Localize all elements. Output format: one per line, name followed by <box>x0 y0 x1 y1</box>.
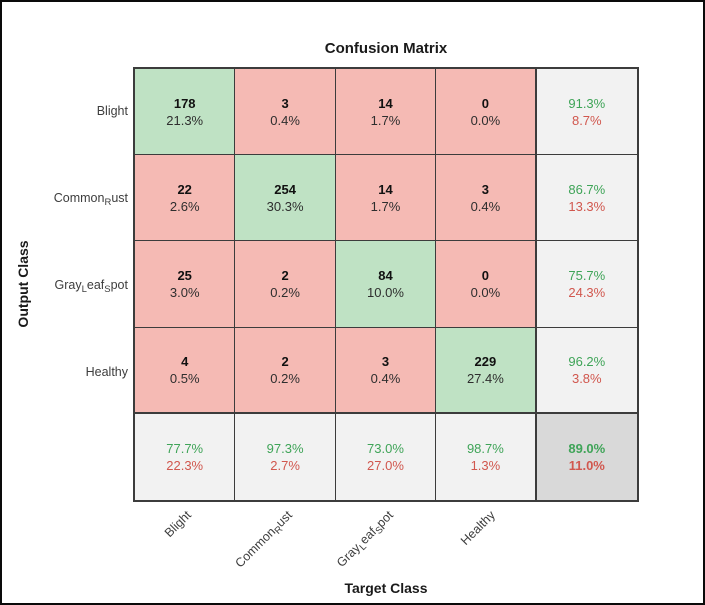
cell-count: 178 <box>173 95 196 111</box>
cell-count: 22 <box>177 181 192 197</box>
matrix-cell-Healthy-Gray_Leaf_Spot: 3 0.4% <box>335 327 437 414</box>
matrix-cell-Common_Rust-Gray_Leaf_Spot: 14 1.7% <box>335 155 437 242</box>
row-summary-cell-Common_Rust: 86.7% 13.3% <box>536 155 637 242</box>
label-subscript: L <box>81 283 87 295</box>
row-summary-cell-Gray_Leaf_Spot: 75.7% 24.3% <box>536 241 637 328</box>
summary-incorrect-percent: 27.0% <box>367 457 404 473</box>
cell-count: 0 <box>481 267 489 283</box>
summary-correct-percent: 91.3% <box>568 95 606 111</box>
summary-incorrect-percent: 22.3% <box>166 457 204 473</box>
cell-count: 2 <box>281 267 289 283</box>
label-text: ust <box>111 190 128 205</box>
matrix-cell-Blight-Blight: 178 21.3% <box>135 69 236 156</box>
row-label-Common_Rust: CommonRust <box>2 190 128 208</box>
matrix-cell-Common_Rust-Blight: 22 2.6% <box>135 155 236 242</box>
cell-percent: 3.0% <box>169 284 200 300</box>
label-text: Healthy <box>457 508 498 548</box>
matrix-cell-Gray_Leaf_Spot-Common_Rust: 2 0.2% <box>235 241 336 328</box>
cell-count: 14 <box>378 181 393 197</box>
summary-incorrect-percent: 3.8% <box>571 370 602 386</box>
cell-percent: 0.0% <box>470 112 501 128</box>
label-subscript: S <box>104 283 111 295</box>
label-text: eaf <box>86 277 105 292</box>
label-text: pot <box>110 277 128 292</box>
column-summary-cell-Healthy: 98.7% 1.3% <box>436 413 537 500</box>
summary-incorrect-percent: 8.7% <box>571 112 602 128</box>
summary-incorrect-percent: 2.7% <box>270 457 300 473</box>
chart-title: Confusion Matrix <box>324 40 448 57</box>
matrix-cell-Blight-Gray_Leaf_Spot: 14 1.7% <box>335 69 437 156</box>
row-label-Healthy: Healthy <box>2 365 128 379</box>
column-summary-cell-Gray_Leaf_Spot: 73.0% 27.0% <box>335 413 437 500</box>
matrix-cell-Gray_Leaf_Spot-Blight: 25 3.0% <box>135 241 236 328</box>
row-summary-cell-Healthy: 96.2% 3.8% <box>536 327 637 414</box>
cell-count: 3 <box>481 181 489 197</box>
label-subscript: R <box>104 196 112 208</box>
cell-percent: 27.4% <box>466 370 504 386</box>
cell-percent: 21.3% <box>166 112 204 128</box>
cell-count: 4 <box>181 353 189 369</box>
cell-count: 3 <box>381 353 390 369</box>
row-label-Blight: Blight <box>2 104 128 118</box>
row-label-Gray_Leaf_Spot: GrayLeafSpot <box>2 277 128 295</box>
summary-correct-percent: 96.2% <box>568 353 606 369</box>
matrix-cell-Gray_Leaf_Spot-Gray_Leaf_Spot: 84 10.0% <box>335 241 437 328</box>
summary-correct-percent: 97.3% <box>266 440 304 456</box>
matrix-cell-Common_Rust-Common_Rust: 254 30.3% <box>235 155 336 242</box>
label-text: Blight <box>161 508 194 541</box>
summary-correct-percent: 86.7% <box>568 181 606 197</box>
summary-correct-percent: 73.0% <box>367 440 404 456</box>
cell-count: 14 <box>378 95 393 111</box>
summary-incorrect-percent: 24.3% <box>568 284 606 300</box>
label-text: Healthy <box>85 364 128 379</box>
matrix-cell-Healthy-Blight: 4 0.5% <box>135 327 236 414</box>
cell-percent: 1.7% <box>370 112 401 128</box>
cell-count: 0 <box>481 95 489 111</box>
x-axis-label: Target Class <box>344 580 428 596</box>
overall-correct-percent: 89.0% <box>568 440 606 456</box>
summary-correct-percent: 75.7% <box>568 267 606 283</box>
cell-percent: 0.0% <box>470 284 501 300</box>
cell-count: 25 <box>177 267 192 283</box>
label-text: Common <box>231 524 278 571</box>
cell-percent: 1.7% <box>370 198 401 214</box>
cell-percent: 0.4% <box>470 198 501 214</box>
cell-count: 254 <box>274 181 296 197</box>
label-text: Gray <box>54 277 82 292</box>
matrix-cell-Healthy-Common_Rust: 2 0.2% <box>235 327 336 414</box>
cell-count: 229 <box>474 353 497 369</box>
cell-percent: 0.2% <box>270 370 300 386</box>
cell-count: 84 <box>378 267 393 283</box>
cell-count: 2 <box>281 353 289 369</box>
cell-percent: 0.4% <box>270 112 300 128</box>
matrix-cell-Blight-Common_Rust: 3 0.4% <box>235 69 336 156</box>
matrix-cell-Blight-Healthy: 0 0.0% <box>436 69 537 156</box>
summary-incorrect-percent: 13.3% <box>568 198 606 214</box>
cell-percent: 0.2% <box>270 284 300 300</box>
cell-percent: 2.6% <box>169 198 200 214</box>
matrix-cell-Healthy-Healthy: 229 27.4% <box>436 327 537 414</box>
column-summary-cell-Blight: 77.7% 22.3% <box>135 413 236 500</box>
summary-correct-percent: 77.7% <box>166 440 204 456</box>
label-text: Common <box>53 190 105 205</box>
column-summary-cell-Common_Rust: 97.3% 2.7% <box>235 413 336 500</box>
cell-percent: 30.3% <box>266 198 304 214</box>
row-summary-cell-Blight: 91.3% 8.7% <box>536 69 637 156</box>
cell-count: 3 <box>281 95 289 111</box>
overall-incorrect-percent: 11.0% <box>568 457 605 473</box>
summary-correct-percent: 98.7% <box>466 440 504 456</box>
matrix-cell-Gray_Leaf_Spot-Healthy: 0 0.0% <box>436 241 537 328</box>
summary-incorrect-percent: 1.3% <box>470 457 501 473</box>
cell-percent: 0.5% <box>169 370 200 386</box>
overall-accuracy-cell: 89.0% 11.0% <box>536 413 637 500</box>
label-text: Blight <box>96 103 128 118</box>
matrix-cell-Common_Rust-Healthy: 3 0.4% <box>436 155 537 242</box>
confusion-matrix-grid: 178 21.3% 3 0.4% 14 1.7% 0 0.0% 91.3% 8.7% 22 2.6% 2… <box>133 67 639 502</box>
cell-percent: 10.0% <box>367 284 404 300</box>
cell-percent: 0.4% <box>370 370 401 386</box>
